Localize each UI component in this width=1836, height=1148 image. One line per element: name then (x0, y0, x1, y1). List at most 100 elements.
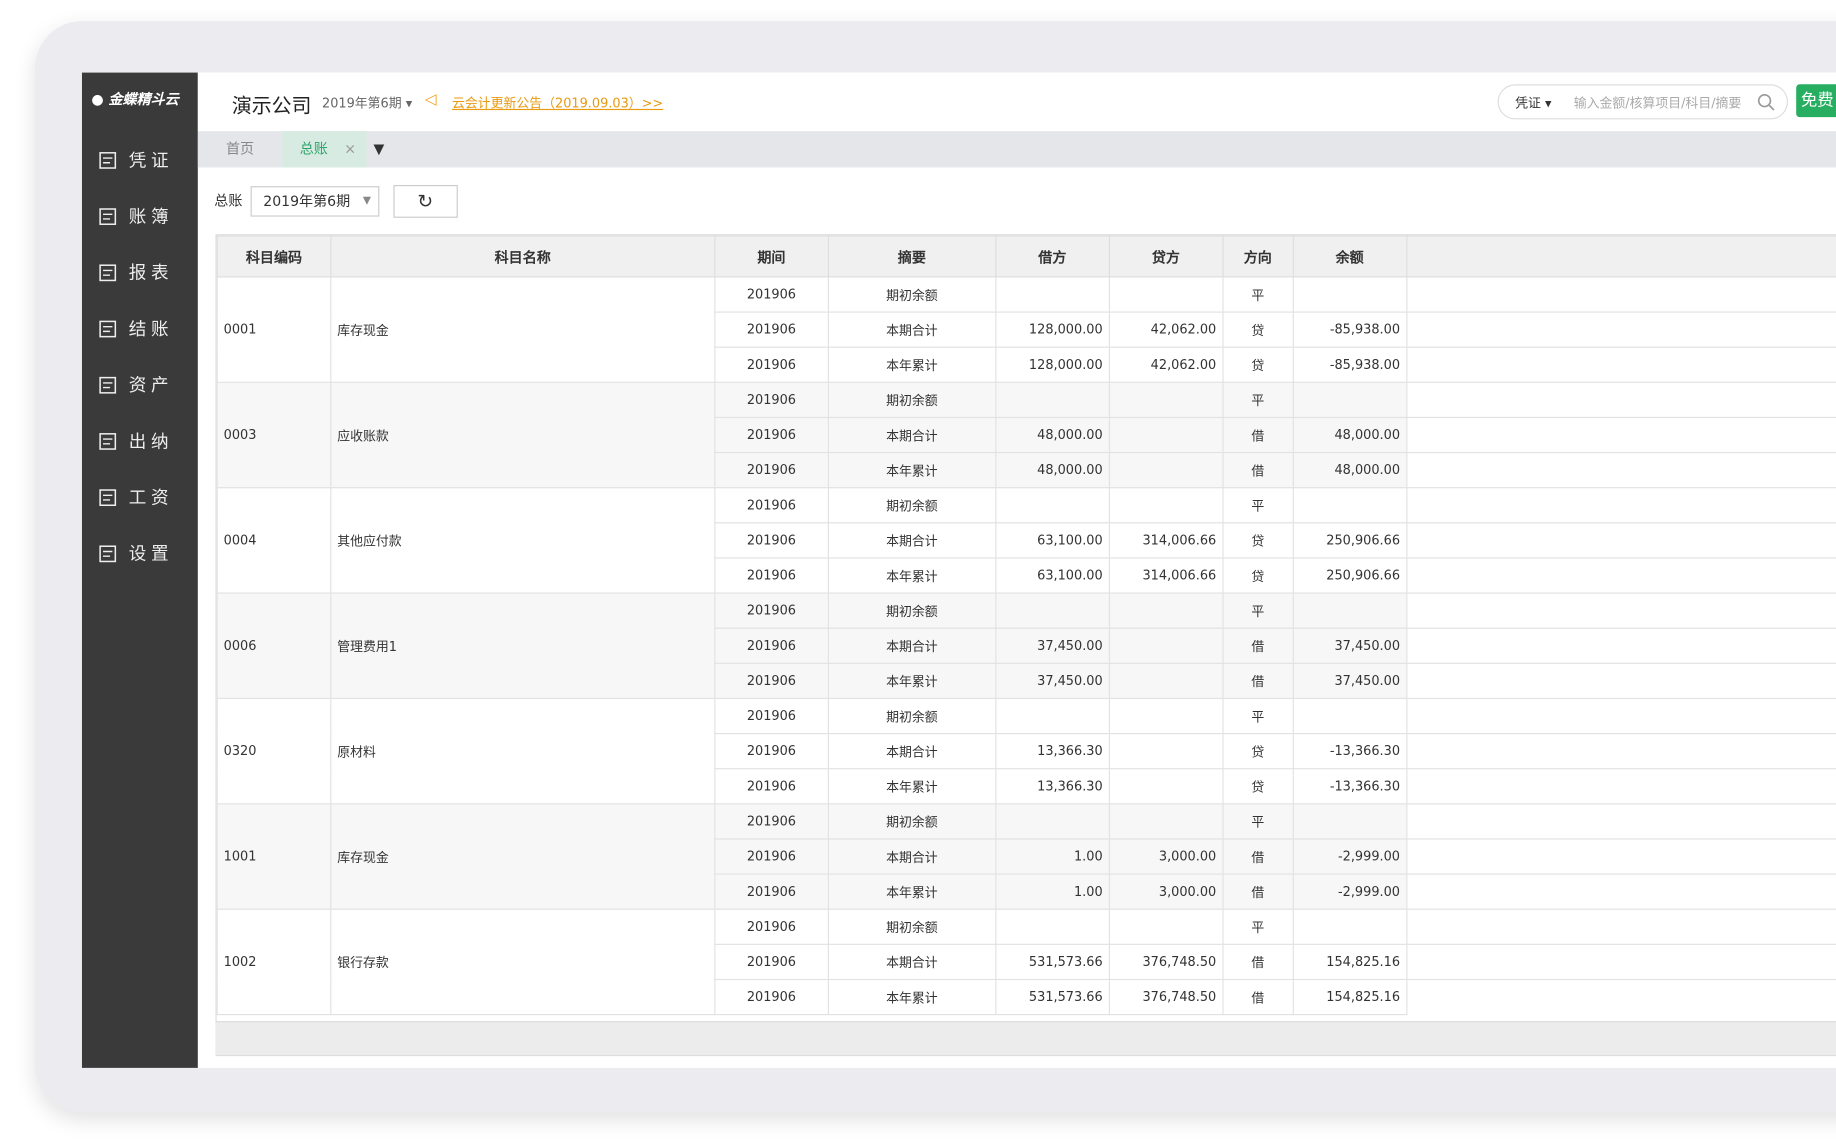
cell: 贷 (1222, 346, 1294, 383)
search-icon[interactable] (1756, 93, 1775, 112)
cell: 201906 (714, 557, 829, 594)
table-row: 0320 原材料 201906 期初余额平 (216, 697, 1836, 805)
cell (1108, 592, 1224, 629)
cell: 201906 (714, 943, 829, 981)
column-header: 期间 (714, 235, 829, 278)
column-header: 摘要 (827, 235, 997, 278)
period: 2019年第6期 (322, 96, 402, 112)
filler-cell (1406, 943, 1836, 980)
menu-icon (99, 432, 117, 450)
cell (1292, 276, 1408, 313)
account-code: 0006 (216, 592, 332, 700)
cell: 平 (1222, 697, 1294, 735)
cell (994, 276, 1110, 313)
menu-item[interactable]: 账簿 (98, 204, 173, 229)
cell: 借 (1222, 662, 1294, 700)
icon-shape (99, 151, 117, 169)
menu-item[interactable]: 设置 (98, 541, 173, 566)
cell: 48,000.00 (994, 451, 1110, 489)
cell: 借 (1222, 627, 1294, 664)
cell: 314,006.66 (1108, 557, 1224, 594)
filler-cell (1406, 768, 1836, 804)
cell (1108, 662, 1224, 700)
table-row: 0006 管理费用1 201906 期初余额平 (216, 592, 1836, 700)
table-row: 0003 应收账款 201906 期初余额平 (216, 381, 1836, 489)
search-box[interactable]: 凭证 ▾ 输入金额/核算项目/科目/摘要 (1497, 84, 1788, 120)
cell: 本年累计 (827, 662, 997, 700)
cell: 48,000.00 (1292, 451, 1408, 489)
cell: 贷 (1222, 522, 1294, 559)
cell: 154,825.16 (1292, 978, 1408, 1016)
cell (1292, 697, 1408, 735)
account-name: 库存现金 (330, 276, 716, 383)
menu-item[interactable]: 结账 (98, 316, 173, 341)
cell: 48,000.00 (994, 416, 1110, 454)
menu-label: 工资 (128, 487, 174, 509)
cell (1292, 487, 1408, 524)
account-code: 1002 (216, 908, 332, 1016)
cell: 期初余额 (827, 487, 997, 524)
company[interactable]: 演示公司 (231, 94, 312, 119)
table-row: 201906 本期合计 531,573.66 376,748.50 借 154,825.1… (217, 943, 1836, 981)
cell: 借 (1222, 978, 1294, 1016)
free-button[interactable]: 免费 (1796, 84, 1836, 118)
icon-shape (99, 488, 117, 506)
tab-menu[interactable]: ▼ (373, 140, 385, 157)
table-footer (215, 1021, 1836, 1055)
menu-item[interactable]: 工资 (98, 485, 173, 510)
refresh-button[interactable]: ↻ (393, 185, 458, 218)
cell (1108, 768, 1224, 805)
cell: 201906 (714, 978, 829, 1016)
cell: 本期合计 (827, 627, 997, 664)
cell (1108, 416, 1224, 454)
notice-link[interactable]: 云会计更新公告（2019.09.03）>> (451, 96, 664, 112)
notice-icon: ◁ (425, 91, 437, 109)
period-select[interactable]: 2019年第6期 ▾ (322, 96, 413, 112)
cell (994, 697, 1110, 735)
account-name: 管理费用1 (330, 592, 716, 700)
cell (994, 487, 1110, 524)
menu-label: 资产 (128, 374, 174, 396)
cell: 借 (1222, 838, 1294, 875)
cell: 201906 (714, 522, 829, 559)
filler-cell (1406, 487, 1836, 523)
menu-icon (99, 376, 117, 394)
cell: 201906 (714, 908, 829, 945)
cell: 贷 (1222, 557, 1294, 594)
tab-close[interactable]: × (344, 140, 357, 157)
menu-label: 结账 (128, 318, 174, 340)
cell (1108, 732, 1224, 770)
menu-item[interactable]: 出纳 (98, 429, 173, 454)
cell: -2,999.00 (1292, 873, 1408, 910)
tab-active[interactable]: 总账 × (282, 131, 367, 168)
menu-item[interactable]: 资产 (98, 372, 173, 397)
cell: 期初余额 (827, 276, 997, 313)
cell: 201906 (714, 838, 829, 875)
cell: 250,906.66 (1292, 557, 1408, 594)
logo: ● 金蝶精斗云 (91, 91, 179, 108)
menu-item[interactable]: 凭证 (98, 148, 173, 173)
cell: 201906 (714, 487, 829, 524)
account-name: 其他应付款 (330, 487, 716, 594)
cell (1108, 627, 1224, 664)
tab[interactable]: 首页 (225, 140, 255, 157)
icon-shape (99, 432, 117, 450)
cell: 13,366.30 (994, 768, 1110, 805)
menu-icon (99, 263, 117, 281)
menu-icon (99, 207, 117, 225)
cell: 平 (1222, 276, 1294, 313)
cell: 42,062.00 (1108, 346, 1224, 383)
cell: 本年累计 (827, 346, 997, 383)
cell: 本年累计 (827, 978, 997, 1016)
account-name: 应收账款 (330, 381, 716, 489)
column-header: 贷方 (1108, 235, 1224, 278)
search-type[interactable]: 凭证 ▾ (1515, 96, 1552, 112)
cell (1108, 381, 1224, 419)
period-dropdown[interactable]: 2019年第6期 ▼ (250, 186, 380, 217)
cell: 贷 (1222, 732, 1294, 770)
cell: -13,366.30 (1292, 732, 1408, 770)
menu-item[interactable]: 报表 (98, 260, 173, 285)
cell: 201906 (714, 311, 829, 348)
filler-cell (1406, 522, 1836, 558)
